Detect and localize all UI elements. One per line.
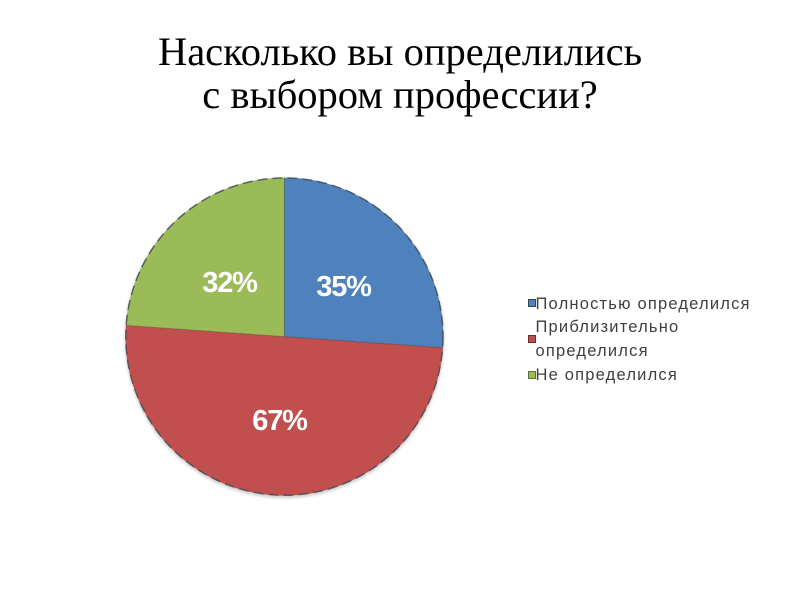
svg-text:67%: 67%: [252, 405, 308, 437]
svg-text:32%: 32%: [202, 267, 258, 299]
svg-text:35%: 35%: [316, 271, 372, 303]
